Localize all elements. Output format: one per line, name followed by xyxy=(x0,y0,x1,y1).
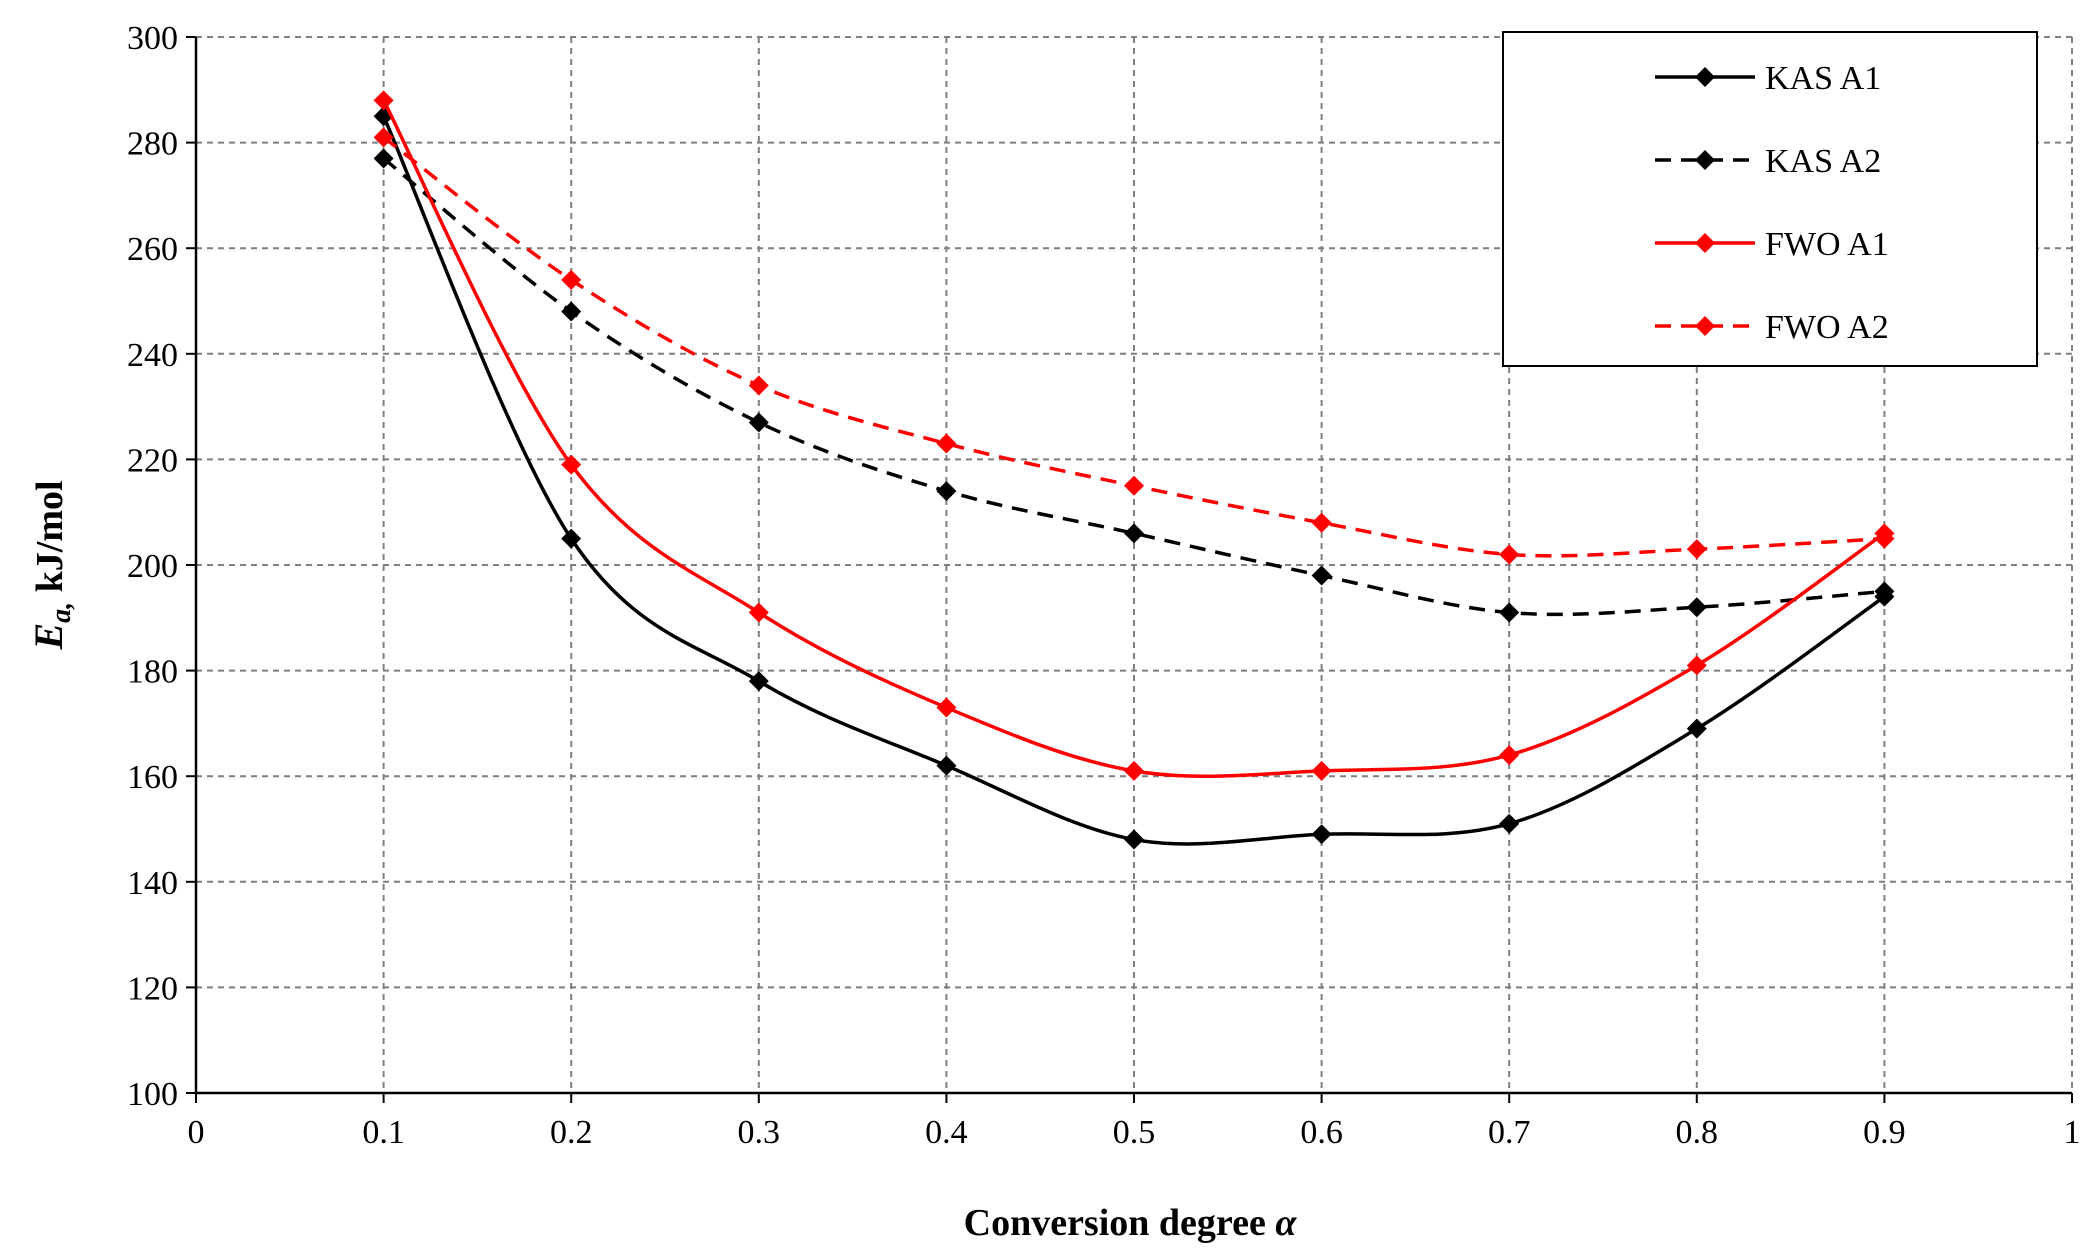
data-point-marker xyxy=(1311,824,1332,845)
data-point-marker xyxy=(1124,523,1144,544)
data-point-marker xyxy=(1874,528,1895,549)
x-tick-label: 0.8 xyxy=(1676,1114,1719,1151)
legend: KAS A1 KAS A2 FWO A1 FWO A2 xyxy=(1502,31,2038,367)
x-tick-label: 0.9 xyxy=(1863,1114,1906,1151)
y-tick-label: 200 xyxy=(127,548,178,585)
data-point-marker xyxy=(1311,760,1332,781)
y-tick-label: 300 xyxy=(127,20,178,57)
legend-label: FWO A1 xyxy=(1765,226,1889,263)
data-point-marker xyxy=(1499,745,1520,766)
y-tick-label: 100 xyxy=(127,1076,178,1113)
y-tick-label: 160 xyxy=(127,759,178,796)
y-tick-labels: 100 120 140 160 180 200 220 240 260 280 300 xyxy=(127,20,178,1113)
x-tick-label: 0 xyxy=(188,1114,205,1151)
data-point-marker xyxy=(1499,602,1520,623)
y-tick-label: 220 xyxy=(127,442,178,479)
x-tick-label: 0.6 xyxy=(1300,1114,1343,1151)
data-point-marker xyxy=(1311,512,1332,533)
x-tick-label: 1 xyxy=(2064,1114,2081,1151)
data-point-marker xyxy=(748,412,769,433)
data-point-marker xyxy=(561,301,582,322)
data-point-marker xyxy=(1311,565,1332,586)
legend-label: FWO A2 xyxy=(1765,309,1889,346)
legend-label: KAS A1 xyxy=(1765,60,1881,97)
legend-marker xyxy=(1695,233,1715,253)
data-point-marker xyxy=(1874,581,1895,602)
legend-marker xyxy=(1695,67,1715,87)
x-tick-label: 0.4 xyxy=(925,1114,968,1151)
data-point-marker xyxy=(1499,813,1520,834)
x-tick-label: 0.7 xyxy=(1488,1114,1531,1151)
x-tick-label: 0.5 xyxy=(1113,1114,1156,1151)
y-axis-title: Ea, kJ/mol xyxy=(26,480,77,650)
x-tick-label: 0.1 xyxy=(362,1114,405,1151)
series-group xyxy=(373,90,1895,850)
data-point-marker xyxy=(1124,760,1144,781)
data-point-marker xyxy=(561,454,582,475)
data-point-marker xyxy=(1124,475,1144,496)
x-axis-title-text: Conversion degree xyxy=(964,1202,1266,1244)
legend-item: FWO A1 xyxy=(1655,226,1889,263)
axes xyxy=(186,36,2073,1103)
y-axis-title-unit: kJ/mol xyxy=(29,480,71,601)
y-tick-label: 240 xyxy=(127,337,178,374)
data-point-marker xyxy=(373,90,394,111)
legend-item: KAS A1 xyxy=(1655,60,1881,97)
y-tick-label: 260 xyxy=(127,231,178,268)
data-point-marker xyxy=(561,528,582,549)
legend-item: KAS A2 xyxy=(1655,143,1881,180)
data-point-marker xyxy=(373,127,394,148)
legend-box xyxy=(1502,31,2038,367)
data-point-marker xyxy=(748,671,769,692)
data-point-marker xyxy=(1686,539,1707,560)
x-tick-label: 0.3 xyxy=(738,1114,781,1151)
legend-marker xyxy=(1695,316,1715,336)
data-point-marker xyxy=(1686,655,1707,676)
data-point-marker xyxy=(936,697,957,718)
series-line xyxy=(382,157,1885,617)
y-tick-label: 120 xyxy=(127,970,178,1007)
data-point-marker xyxy=(373,148,394,169)
legend-item: FWO A2 xyxy=(1655,309,1889,346)
gridlines xyxy=(196,36,2073,1093)
series-kas-a2 xyxy=(373,148,1895,623)
data-point-marker xyxy=(1686,597,1707,618)
y-tick-label: 180 xyxy=(127,654,178,691)
x-axis-title-symbol: α xyxy=(1275,1202,1297,1244)
data-point-marker xyxy=(1124,829,1144,850)
data-point-marker xyxy=(1499,544,1520,565)
data-point-marker xyxy=(936,755,957,776)
legend-marker xyxy=(1695,150,1715,170)
data-point-marker xyxy=(1686,718,1707,739)
data-point-marker xyxy=(748,375,769,396)
y-axis-title-symbol: E xyxy=(26,623,71,651)
legend-label: KAS A2 xyxy=(1765,143,1881,180)
series-fwo-a2 xyxy=(373,127,1895,565)
x-tick-label: 0.2 xyxy=(550,1114,593,1151)
x-axis-title: Conversion degree α xyxy=(964,1202,1298,1244)
data-point-marker xyxy=(936,433,957,454)
data-point-marker xyxy=(936,481,957,502)
y-axis-title-subscript: a, xyxy=(46,602,77,623)
y-tick-label: 140 xyxy=(127,865,178,902)
data-point-marker xyxy=(748,602,769,623)
data-point-marker xyxy=(561,269,582,290)
y-tick-label: 280 xyxy=(127,126,178,163)
x-tick-labels: 0 0.1 0.2 0.3 0.4 0.5 0.6 0.7 0.8 0.9 1 xyxy=(188,1114,2081,1151)
